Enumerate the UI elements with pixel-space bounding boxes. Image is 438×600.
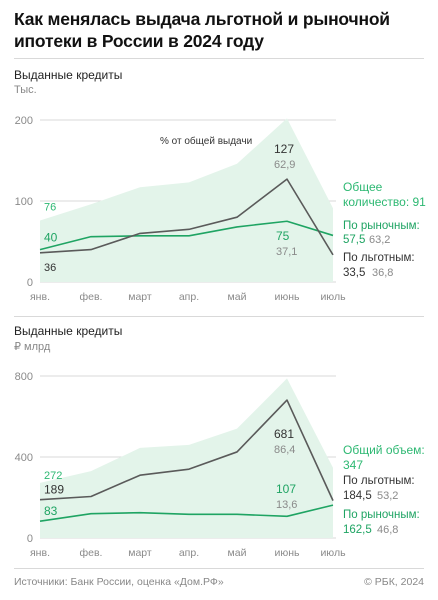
x-tick-label: фев.: [80, 547, 103, 559]
end-total-label: Общий объем:: [343, 443, 425, 457]
x-tick-label: июнь: [274, 547, 300, 559]
footer-divider: [14, 568, 424, 569]
end-market-label: По рыночным:: [343, 509, 420, 521]
x-tick-label: апр.: [179, 291, 199, 303]
x-tick-label: март: [128, 291, 152, 303]
page-title: Как менялась выдача льготной и рыночной …: [14, 9, 390, 51]
end-subsidized-pct: 53,2: [377, 490, 398, 502]
end-subsidized-pct: 36,8: [372, 267, 393, 279]
end-market-label: По рыночным:: [343, 220, 420, 232]
chart1-plot: 0 100 200 янв. фев. март апр. май июнь июль 76 40 36…: [15, 115, 427, 303]
chart2-unit: ₽ млрд: [14, 341, 51, 353]
y-tick-label: 0: [27, 533, 33, 545]
end-market-value: 162,5: [343, 524, 372, 536]
peak-subsidized-label: 127: [274, 142, 294, 156]
x-tick-label: май: [228, 547, 247, 559]
chart1-title: Выданные кредиты: [14, 68, 123, 82]
x-tick-label: июль: [320, 291, 346, 303]
start-total-label: 272: [44, 470, 62, 482]
y-tick-label: 400: [15, 452, 33, 464]
end-subsidized-label: По льготным:: [343, 475, 415, 487]
peak-market-pct: 13,6: [276, 499, 297, 511]
y-tick-label: 100: [15, 196, 33, 208]
start-total-label: 76: [44, 201, 56, 213]
end-market-pct: 46,8: [377, 524, 398, 536]
end-subsidized-label: По льготным:: [343, 252, 415, 264]
peak-subsidized-pct: 62,9: [274, 159, 295, 171]
chart2-plot: 0 400 800 янв. фев. март апр. май июнь июль 272189…: [15, 371, 425, 559]
peak-market-pct: 37,1: [276, 246, 297, 258]
x-tick-label: янв.: [30, 291, 50, 303]
title-divider: [14, 58, 424, 59]
start-subsidized-label: 36: [44, 262, 56, 274]
x-tick-label: март: [128, 547, 152, 559]
x-tick-label: апр.: [179, 547, 199, 559]
y-tick-label: 200: [15, 115, 33, 127]
series-total-area: [40, 378, 333, 538]
y-tick-label: 0: [27, 277, 33, 289]
copyright: © РБК, 2024: [364, 576, 424, 588]
end-subsidized-value: 184,5: [343, 490, 372, 502]
peak-market-label: 107: [276, 482, 296, 496]
series-market-line: [39, 220, 334, 251]
chart1-unit: Тыс.: [14, 84, 37, 96]
end-total-value: 347: [343, 458, 363, 472]
panel-divider: [14, 316, 424, 317]
series-total-area: [40, 118, 333, 282]
start-subsidized-label: 189: [44, 483, 64, 497]
end-total-label: Общее: [343, 180, 383, 194]
source-note: Источники: Банк России, оценка «Дом.РФ»: [14, 576, 224, 588]
chart2-title: Выданные кредиты: [14, 324, 123, 338]
series-subsidized-line: [39, 399, 334, 501]
series-subsidized-line: [39, 178, 334, 256]
peak-subsidized-label: 681: [274, 427, 294, 441]
x-tick-label: июль: [320, 547, 346, 559]
peak-subsidized-pct: 86,4: [274, 444, 295, 456]
share-note: % от общей выдачи: [160, 135, 252, 147]
x-tick-label: июнь: [274, 291, 300, 303]
end-subsidized-value: 33,5: [343, 267, 365, 279]
x-tick-label: фев.: [80, 291, 103, 303]
end-market-value: 57,5: [343, 234, 365, 246]
end-total-value: количество: 91: [343, 195, 426, 209]
peak-market-label: 75: [276, 229, 290, 243]
start-market-label: 83: [44, 504, 58, 518]
series-market-line: [39, 504, 334, 522]
x-tick-label: янв.: [30, 547, 50, 559]
start-market-label: 40: [44, 231, 58, 245]
x-tick-label: май: [228, 291, 247, 303]
y-tick-label: 800: [15, 371, 33, 383]
end-market-pct: 63,2: [369, 234, 390, 246]
